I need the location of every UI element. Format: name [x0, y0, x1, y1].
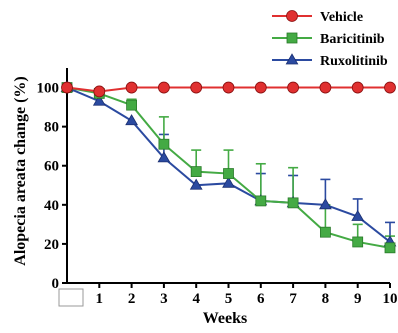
x-origin-box [58, 288, 84, 307]
data-point-vehicle [222, 81, 235, 94]
data-point-baricitinib [384, 242, 396, 254]
data-point-baricitinib [319, 226, 331, 238]
y-tick-label: 20 [44, 237, 59, 253]
data-point-vehicle [190, 81, 203, 94]
data-point-vehicle [319, 81, 332, 94]
legend-label: Ruxolitinib [320, 54, 388, 69]
error-bars [126, 98, 395, 248]
data-point-vehicle [287, 81, 300, 94]
axes: 0 20 40 60 80 100 1 2 3 4 5 6 7 8 9 10 [37, 68, 398, 307]
data-point-baricitinib [190, 166, 202, 177]
data-point-baricitinib [287, 197, 299, 209]
data-point-baricitinib [158, 138, 170, 150]
x-tick-label: 5 [225, 291, 233, 307]
data-point-vehicle [61, 81, 73, 94]
legend-marker [286, 10, 298, 22]
legend-marker [286, 32, 298, 44]
data-point-ruxolitinib [319, 198, 332, 210]
y-tick-label: 40 [44, 198, 59, 214]
data-point-ruxolitinib [222, 176, 235, 188]
data-point-ruxolitinib [125, 114, 138, 126]
data-point-baricitinib [126, 99, 137, 111]
x-tick-label: 3 [160, 291, 168, 307]
x-tick-label: 1 [96, 291, 104, 307]
data-point-vehicle [157, 81, 170, 94]
y-tick-label: 80 [44, 120, 59, 136]
y-tick-label: 100 [37, 81, 60, 97]
y-tick-label: 60 [44, 159, 59, 175]
x-axis-label: Weeks [203, 310, 247, 327]
x-tick-label: 6 [257, 291, 265, 307]
x-tick-label: 10 [383, 291, 398, 307]
x-tick-label: 4 [192, 291, 200, 307]
y-tick-label: 0 [52, 276, 60, 292]
data-point-baricitinib [223, 168, 234, 179]
series-markers [60, 80, 397, 254]
legend: Vehicle Baricitinib Ruxolitinib [272, 10, 388, 69]
legend-marker [285, 53, 299, 65]
data-point-ruxolitinib [351, 209, 365, 221]
y-axis-label: Alopecia areata change (%) [12, 76, 29, 265]
data-point-vehicle [384, 81, 396, 94]
data-point-vehicle [125, 81, 138, 94]
x-tick-label: 2 [128, 291, 136, 307]
data-point-baricitinib [255, 195, 267, 207]
data-point-baricitinib [352, 236, 364, 248]
data-point-ruxolitinib [157, 151, 171, 163]
legend-label: Baricitinib [320, 32, 385, 47]
data-point-ruxolitinib [189, 178, 203, 190]
data-point-vehicle [93, 85, 106, 98]
x-tick-label: 7 [289, 291, 297, 307]
x-tick-label: 8 [322, 291, 330, 307]
x-tick-label: 9 [354, 291, 362, 307]
data-point-ruxolitinib [92, 94, 106, 106]
data-point-vehicle [351, 81, 364, 94]
data-point-vehicle [254, 81, 267, 94]
legend-label: Vehicle [320, 10, 363, 25]
